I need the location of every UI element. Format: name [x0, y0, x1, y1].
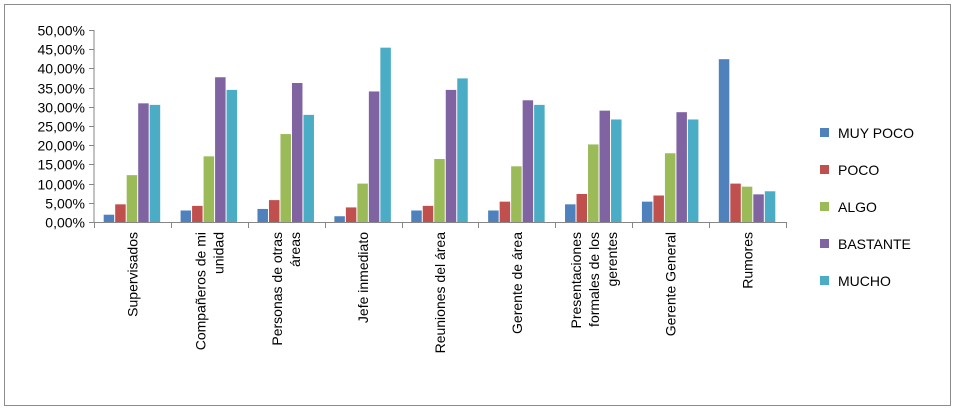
- x-category-label: áreas: [287, 232, 303, 267]
- bar: [676, 112, 687, 222]
- x-category-label: Jefe inmediato: [355, 232, 371, 323]
- bar: [653, 195, 664, 222]
- x-category-label: Presentaciones: [568, 232, 584, 329]
- x-category-label: formales de los: [586, 232, 602, 327]
- legend-label: MUCHO: [838, 273, 891, 289]
- x-category-label: Personas de otras: [269, 232, 285, 346]
- legend-label: POCO: [838, 162, 879, 178]
- bar: [411, 210, 422, 222]
- x-category-label: Gerente General: [663, 232, 679, 336]
- bar: [291, 82, 303, 223]
- legend-swatch: [820, 128, 829, 137]
- legend-swatch: [820, 165, 829, 174]
- bar: [257, 208, 268, 222]
- bar: [588, 144, 599, 222]
- bar: [180, 210, 192, 222]
- bar: [103, 214, 115, 222]
- y-tick-label: 30,00%: [38, 100, 85, 116]
- bar: [422, 205, 434, 222]
- legend-swatch: [820, 276, 829, 285]
- legend-swatch: [820, 202, 829, 211]
- bar: [611, 119, 622, 222]
- bar: [192, 205, 203, 222]
- bar: [599, 110, 611, 222]
- bar: [380, 47, 391, 222]
- bar: [718, 59, 730, 223]
- bar: [357, 183, 368, 222]
- x-category-label: gerentes: [604, 232, 620, 286]
- bar: [499, 201, 511, 222]
- bar: [488, 210, 499, 222]
- bar: [280, 134, 291, 222]
- bar: [215, 77, 226, 222]
- bar: [268, 200, 280, 222]
- bar: [368, 91, 380, 222]
- legend-label: ALGO: [838, 199, 877, 215]
- bar: [741, 186, 753, 222]
- y-tick-label: 15,00%: [38, 157, 85, 173]
- bar: [115, 204, 126, 222]
- bar: [664, 153, 676, 222]
- x-category-label: unidad: [210, 232, 226, 274]
- legend-label: BASTANTE: [838, 236, 911, 252]
- x-category-label: Compañeros de mi: [192, 232, 208, 350]
- bar: [511, 166, 522, 222]
- y-tick-label: 35,00%: [38, 81, 85, 97]
- bar: [434, 159, 445, 222]
- y-tick-label: 0,00%: [45, 215, 85, 231]
- bar: [753, 194, 764, 222]
- x-category-label: Supervisados: [124, 232, 140, 317]
- bar: [334, 216, 345, 222]
- bar: [576, 193, 588, 222]
- bar: [457, 78, 468, 222]
- y-tick-label: 50,00%: [38, 23, 85, 39]
- bar: [687, 119, 699, 222]
- y-tick-label: 20,00%: [38, 138, 85, 154]
- legend-label: MUY POCO: [838, 125, 914, 141]
- bar: [138, 103, 149, 222]
- x-category-label: Rumores: [740, 232, 756, 289]
- bar: [522, 100, 534, 222]
- bar: [565, 204, 576, 222]
- legend-swatch: [820, 239, 829, 248]
- y-tick-label: 10,00%: [38, 177, 85, 193]
- bar: [149, 104, 161, 222]
- bar: [226, 89, 238, 223]
- y-tick-label: 40,00%: [38, 61, 85, 77]
- bar: [445, 89, 457, 223]
- x-category-label: Gerente de área: [509, 232, 525, 334]
- x-category-label: Reuniones del área: [432, 232, 448, 354]
- y-tick-label: 45,00%: [38, 42, 85, 58]
- y-tick-label: 25,00%: [38, 119, 85, 135]
- bar: [126, 175, 138, 222]
- bar: [764, 191, 776, 222]
- y-tick-label: 5,00%: [45, 196, 85, 212]
- bar: [203, 156, 215, 222]
- bar: [730, 183, 741, 222]
- bar: [534, 104, 545, 222]
- bar: [641, 201, 653, 222]
- bar: [303, 114, 314, 222]
- chart-frame: [4, 4, 951, 406]
- bar: [345, 207, 357, 222]
